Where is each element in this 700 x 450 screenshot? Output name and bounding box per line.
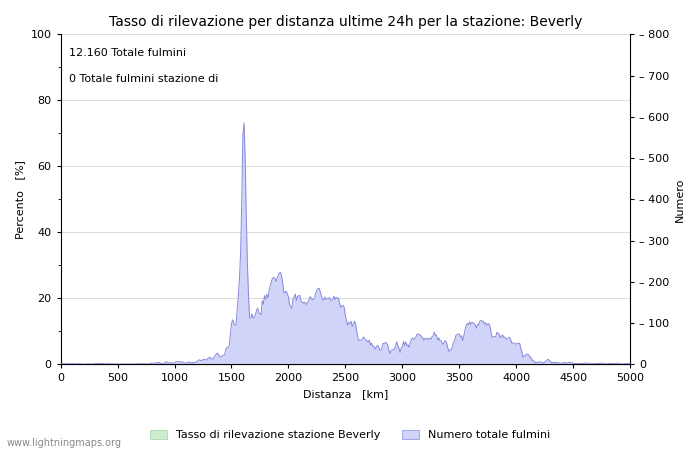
Y-axis label: Numero: Numero <box>675 177 685 221</box>
Text: www.lightningmaps.org: www.lightningmaps.org <box>7 438 122 448</box>
Text: 12.160 Totale fulmini: 12.160 Totale fulmini <box>69 48 186 58</box>
Title: Tasso di rilevazione per distanza ultime 24h per la stazione: Beverly: Tasso di rilevazione per distanza ultime… <box>108 15 582 29</box>
Text: 0 Totale fulmini stazione di: 0 Totale fulmini stazione di <box>69 74 218 84</box>
X-axis label: Distanza   [km]: Distanza [km] <box>302 389 388 399</box>
Y-axis label: Percento   [%]: Percento [%] <box>15 160 25 239</box>
Legend: Tasso di rilevazione stazione Beverly, Numero totale fulmini: Tasso di rilevazione stazione Beverly, N… <box>146 425 554 445</box>
